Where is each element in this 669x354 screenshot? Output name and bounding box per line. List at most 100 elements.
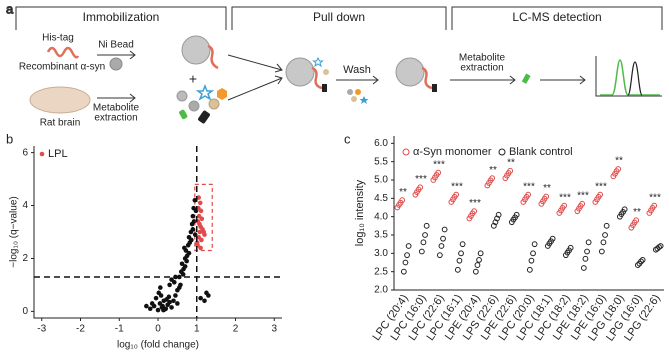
significance: *** — [415, 174, 427, 185]
point — [420, 239, 427, 246]
significance: ** — [615, 156, 623, 167]
point — [144, 303, 149, 309]
label: extraction — [94, 113, 137, 124]
brain — [29, 86, 91, 114]
point — [400, 268, 407, 275]
point — [456, 257, 463, 264]
point — [167, 299, 172, 305]
point — [634, 262, 641, 268]
legend-marker — [498, 148, 506, 156]
y-tick-label: 6.0 — [374, 138, 388, 149]
point — [582, 255, 589, 262]
point — [179, 261, 185, 267]
point — [201, 229, 207, 235]
point — [202, 298, 207, 304]
point — [438, 243, 445, 249]
point — [651, 202, 658, 209]
x-axis-label: log₁₀ (fold change) — [117, 340, 199, 351]
point — [603, 222, 610, 229]
metabolite — [322, 84, 327, 92]
panel-label: b — [6, 131, 13, 146]
point — [459, 241, 466, 248]
y-tick-label: 5.5 — [374, 156, 388, 167]
washed-metabolites — [347, 89, 369, 104]
x-tick-label: -2 — [76, 324, 85, 335]
point — [602, 232, 608, 238]
x-tick-label: -3 — [37, 324, 46, 335]
point — [161, 307, 166, 313]
point — [182, 264, 188, 269]
axis — [33, 146, 282, 319]
y-tick-label: 4.5 — [374, 193, 388, 204]
point — [584, 248, 590, 255]
point — [477, 250, 484, 257]
point — [198, 295, 203, 301]
legend-label: Blank control — [509, 146, 573, 158]
y-tick-label: 6 — [22, 147, 28, 158]
point — [543, 193, 550, 200]
point — [182, 245, 187, 251]
significance: *** — [433, 159, 445, 170]
significance: ** — [633, 207, 641, 218]
point — [191, 219, 197, 224]
label: Ni Bead — [98, 40, 134, 51]
y-tick-label: 3.0 — [374, 248, 388, 259]
point — [167, 282, 172, 288]
x-tick-label: 2 — [233, 324, 239, 335]
y-axis-label: log₁₀ intensity — [354, 179, 366, 246]
point — [525, 191, 532, 198]
metabolite — [323, 69, 329, 75]
point — [192, 197, 198, 203]
significance: ** — [489, 165, 497, 176]
point — [549, 235, 556, 242]
bead — [181, 35, 211, 65]
point — [173, 293, 178, 298]
significance: *** — [523, 181, 535, 192]
metabolite — [432, 84, 437, 92]
point — [171, 279, 177, 285]
significance: ** — [543, 183, 551, 194]
peak — [627, 61, 643, 96]
point — [196, 195, 201, 200]
legend-label: α-Syn monomer — [413, 146, 492, 158]
arrow — [450, 75, 516, 85]
arrow — [97, 50, 136, 60]
point — [513, 211, 520, 218]
point — [192, 232, 198, 237]
point — [147, 306, 153, 312]
point — [199, 237, 204, 243]
legend-marker — [39, 151, 45, 157]
y-tick-label: 4.0 — [374, 211, 388, 222]
significance: *** — [559, 192, 571, 203]
point — [579, 200, 586, 207]
bead — [285, 57, 315, 87]
label: Rat brain — [40, 118, 81, 129]
point — [561, 202, 568, 209]
arrow — [227, 54, 283, 73]
point — [153, 295, 159, 301]
point — [417, 184, 424, 191]
legend-marker — [402, 148, 410, 156]
point — [597, 191, 604, 198]
protein-icon — [46, 46, 80, 59]
bead — [109, 57, 123, 71]
peak — [600, 59, 660, 96]
point — [171, 298, 176, 304]
significance: ** — [507, 157, 515, 168]
point — [198, 245, 203, 251]
arrow — [227, 75, 283, 101]
bracket — [15, 6, 227, 30]
bracket — [231, 6, 447, 30]
y-axis-label: −log₁₀ (q−value) — [9, 196, 20, 267]
y-tick-label: 2.5 — [374, 266, 388, 277]
point — [402, 259, 409, 266]
point — [186, 250, 192, 256]
point — [422, 232, 428, 238]
panel-label: c — [344, 131, 351, 146]
point — [598, 248, 605, 255]
y-tick-label: 4 — [22, 200, 28, 211]
panel-a: a Immobilization Pull down LC-MS detecti… — [6, 1, 663, 129]
point — [197, 221, 202, 227]
point — [615, 166, 622, 172]
